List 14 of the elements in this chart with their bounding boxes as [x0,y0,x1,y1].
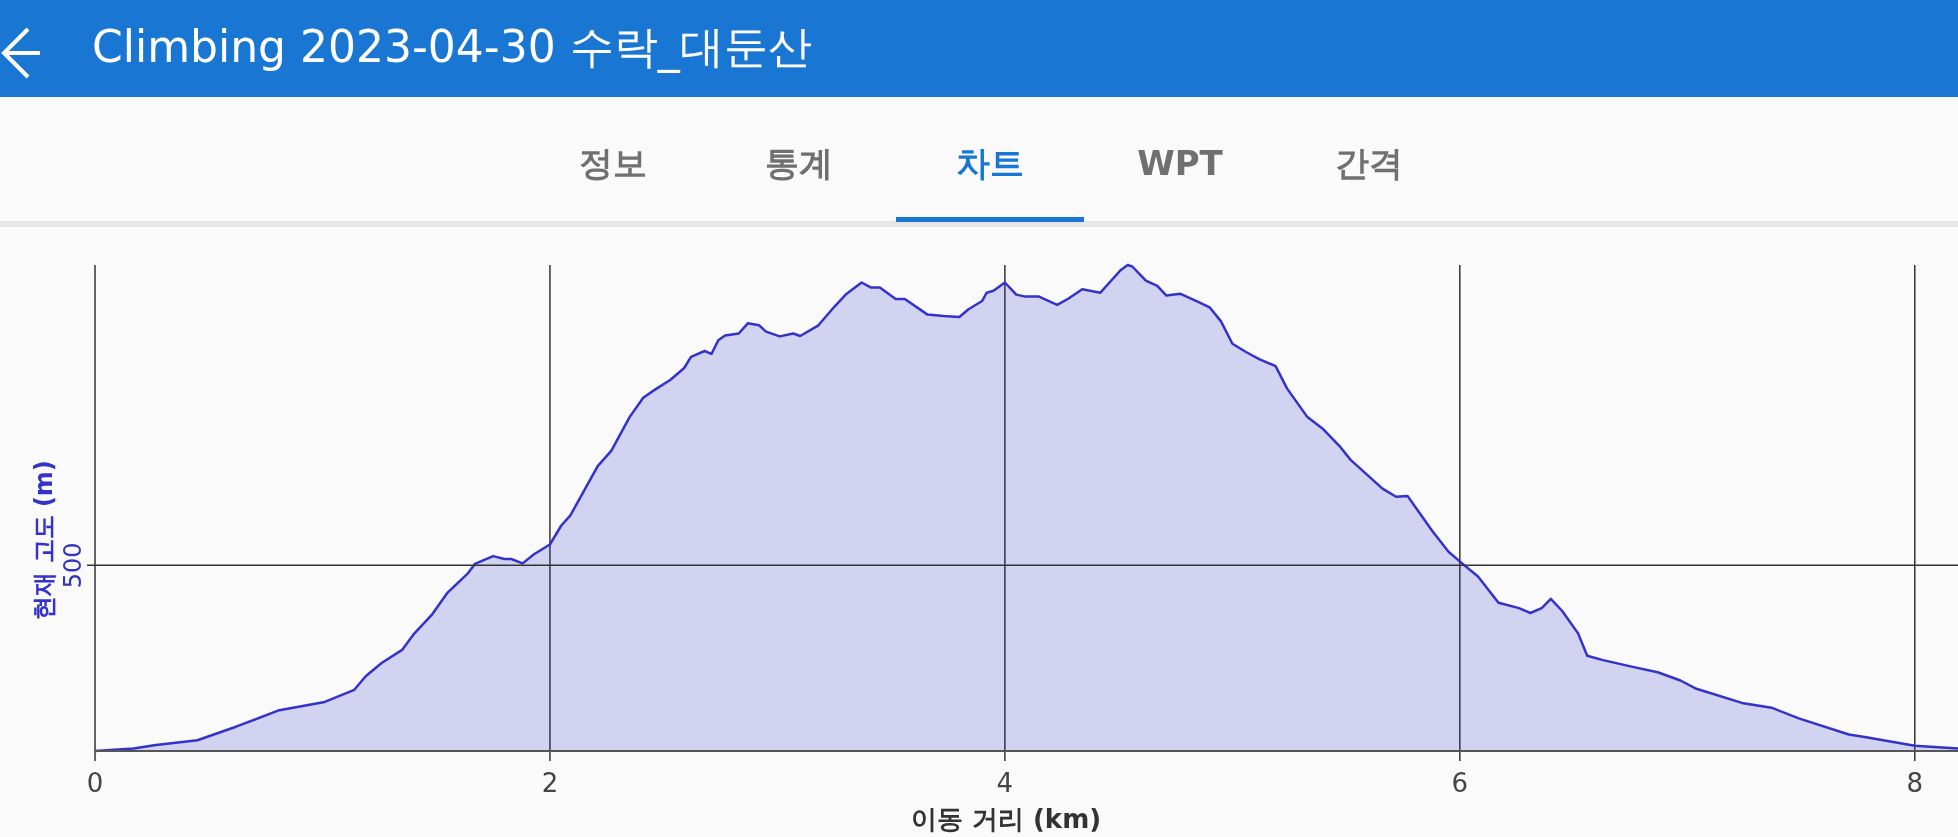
x-tick-label: 6 [1451,768,1469,798]
x-tick-label: 0 [86,768,104,798]
text: 통계 [765,143,833,183]
x-axis-title: 이동 거리 (km) [910,804,1102,834]
x-tick-label: 4 [996,768,1014,798]
text: 정보 [579,143,647,183]
text: 차트 [956,143,1024,183]
text: 500 [59,542,87,589]
y-axis-title: 현재 고도 (m) [30,460,58,620]
x-tick-label: 2 [541,768,559,798]
chart-title: Climbing 2023-04-30 수락_대둔산 [92,21,812,73]
x-tick-label: 8 [1906,768,1924,798]
text: 간격 [1335,143,1403,183]
text: WPT [1137,143,1224,183]
